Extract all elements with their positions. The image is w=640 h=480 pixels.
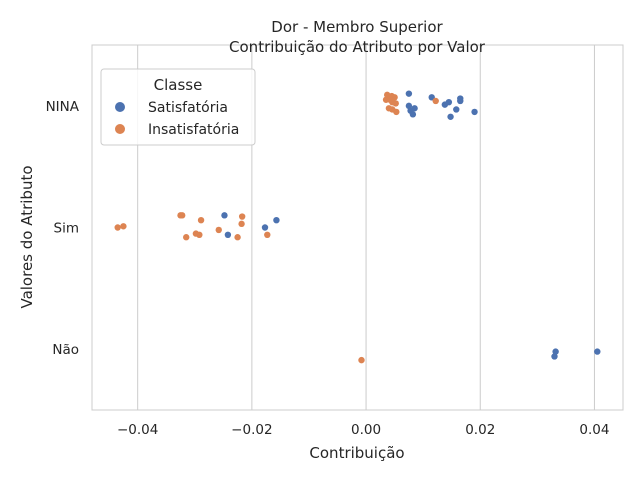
data-point-insatisfatoria	[114, 224, 121, 231]
data-point-insatisfatoria	[264, 231, 271, 238]
data-point-insatisfatoria	[120, 223, 127, 230]
data-point-satisfatoria	[224, 231, 232, 238]
legend-box	[100, 68, 256, 146]
x-axis-ticks: −0.04 −0.02 0.00 0.02 0.04	[117, 422, 609, 438]
data-point-satisfatoria	[594, 348, 601, 355]
data-point-insatisfatoria	[179, 212, 186, 219]
data-point-insatisfatoria	[215, 226, 222, 234]
data-point-insatisfatoria	[238, 220, 245, 228]
data-point-satisfatoria	[471, 108, 478, 116]
data-point-insatisfatoria	[392, 100, 399, 107]
data-point-satisfatoria	[453, 106, 460, 113]
data-point-satisfatoria	[447, 113, 454, 120]
legend-label-satisfatoria: Satisfatória	[148, 100, 228, 116]
legend-title: Classe	[154, 76, 203, 94]
data-points	[114, 90, 601, 364]
data-point-insatisfatoria	[393, 108, 400, 116]
data-point-satisfatoria	[552, 348, 559, 355]
data-point-satisfatoria	[457, 97, 464, 105]
data-point-satisfatoria	[273, 217, 280, 224]
data-point-satisfatoria	[261, 224, 269, 231]
data-point-insatisfatoria	[238, 213, 246, 220]
legend: Classe Satisfatória Insatisfatória	[100, 68, 256, 146]
x-tick-label: −0.02	[231, 422, 272, 438]
y-tick-label: NINA	[46, 99, 80, 115]
data-point-insatisfatoria	[183, 234, 190, 241]
data-point-satisfatoria	[551, 353, 558, 360]
x-axis-label: Contribuição	[309, 444, 404, 462]
legend-entries: Satisfatória Insatisfatória	[115, 100, 239, 138]
x-tick-label: −0.04	[117, 422, 158, 438]
y-tick-label: Não	[52, 342, 79, 358]
data-point-satisfatoria	[441, 101, 449, 108]
data-point-insatisfatoria	[432, 97, 439, 105]
data-point-satisfatoria	[405, 102, 413, 110]
legend-marker-insatisfatoria	[115, 124, 125, 134]
legend-label-insatisfatoria: Insatisfatória	[148, 122, 239, 138]
data-point-satisfatoria	[405, 90, 413, 97]
chart-subtitle: Contribuição do Atributo por Valor	[229, 38, 486, 56]
data-point-insatisfatoria	[197, 217, 205, 224]
data-point-insatisfatoria	[358, 356, 365, 364]
data-point-satisfatoria	[221, 212, 228, 219]
legend-marker-satisfatoria	[115, 102, 125, 112]
y-tick-label: Sim	[54, 221, 79, 237]
x-tick-label: 0.00	[351, 422, 381, 438]
plot-frame	[91, 44, 624, 411]
x-tick-label: 0.02	[465, 422, 495, 438]
y-axis-ticks: NINA Sim Não	[46, 99, 80, 358]
data-point-insatisfatoria	[234, 234, 241, 241]
plot-border	[91, 44, 624, 411]
x-tick-label: 0.04	[579, 422, 609, 438]
data-point-insatisfatoria	[196, 231, 203, 238]
data-point-satisfatoria	[409, 111, 417, 118]
chart-title: Dor - Membro Superior	[271, 18, 443, 36]
y-axis-label: Valores do Atributo	[18, 165, 36, 308]
